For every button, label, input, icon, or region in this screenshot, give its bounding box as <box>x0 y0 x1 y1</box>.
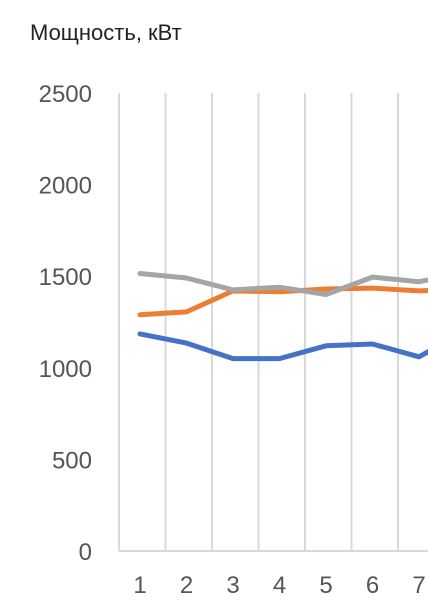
y-tick-label: 500 <box>52 447 92 474</box>
y-tick-label: 1500 <box>39 264 92 291</box>
y-tick-label: 2000 <box>39 173 92 200</box>
x-tick-label: 2 <box>180 572 193 599</box>
y-tick-label: 1000 <box>39 356 92 383</box>
x-tick-label: 3 <box>226 572 239 599</box>
y-tick-label: 0 <box>79 539 92 566</box>
x-tick-label: 4 <box>273 572 286 599</box>
series-lines <box>137 271 428 362</box>
x-tick-label: 6 <box>366 572 379 599</box>
gridlines <box>118 93 399 551</box>
chart-title: Мощность, кВт <box>30 20 182 45</box>
series-line-3 <box>137 271 428 297</box>
x-tick-label: 7 <box>412 572 425 599</box>
y-tick-label: 2500 <box>39 81 92 108</box>
x-tick-label: 5 <box>319 572 332 599</box>
tick-labels: 0 500 1000 1500 2000 2500 1 2 3 4 5 6 7 <box>39 81 426 599</box>
series-line-1 <box>137 331 428 362</box>
series-line-2 <box>137 285 428 318</box>
x-tick-label: 1 <box>133 572 146 599</box>
